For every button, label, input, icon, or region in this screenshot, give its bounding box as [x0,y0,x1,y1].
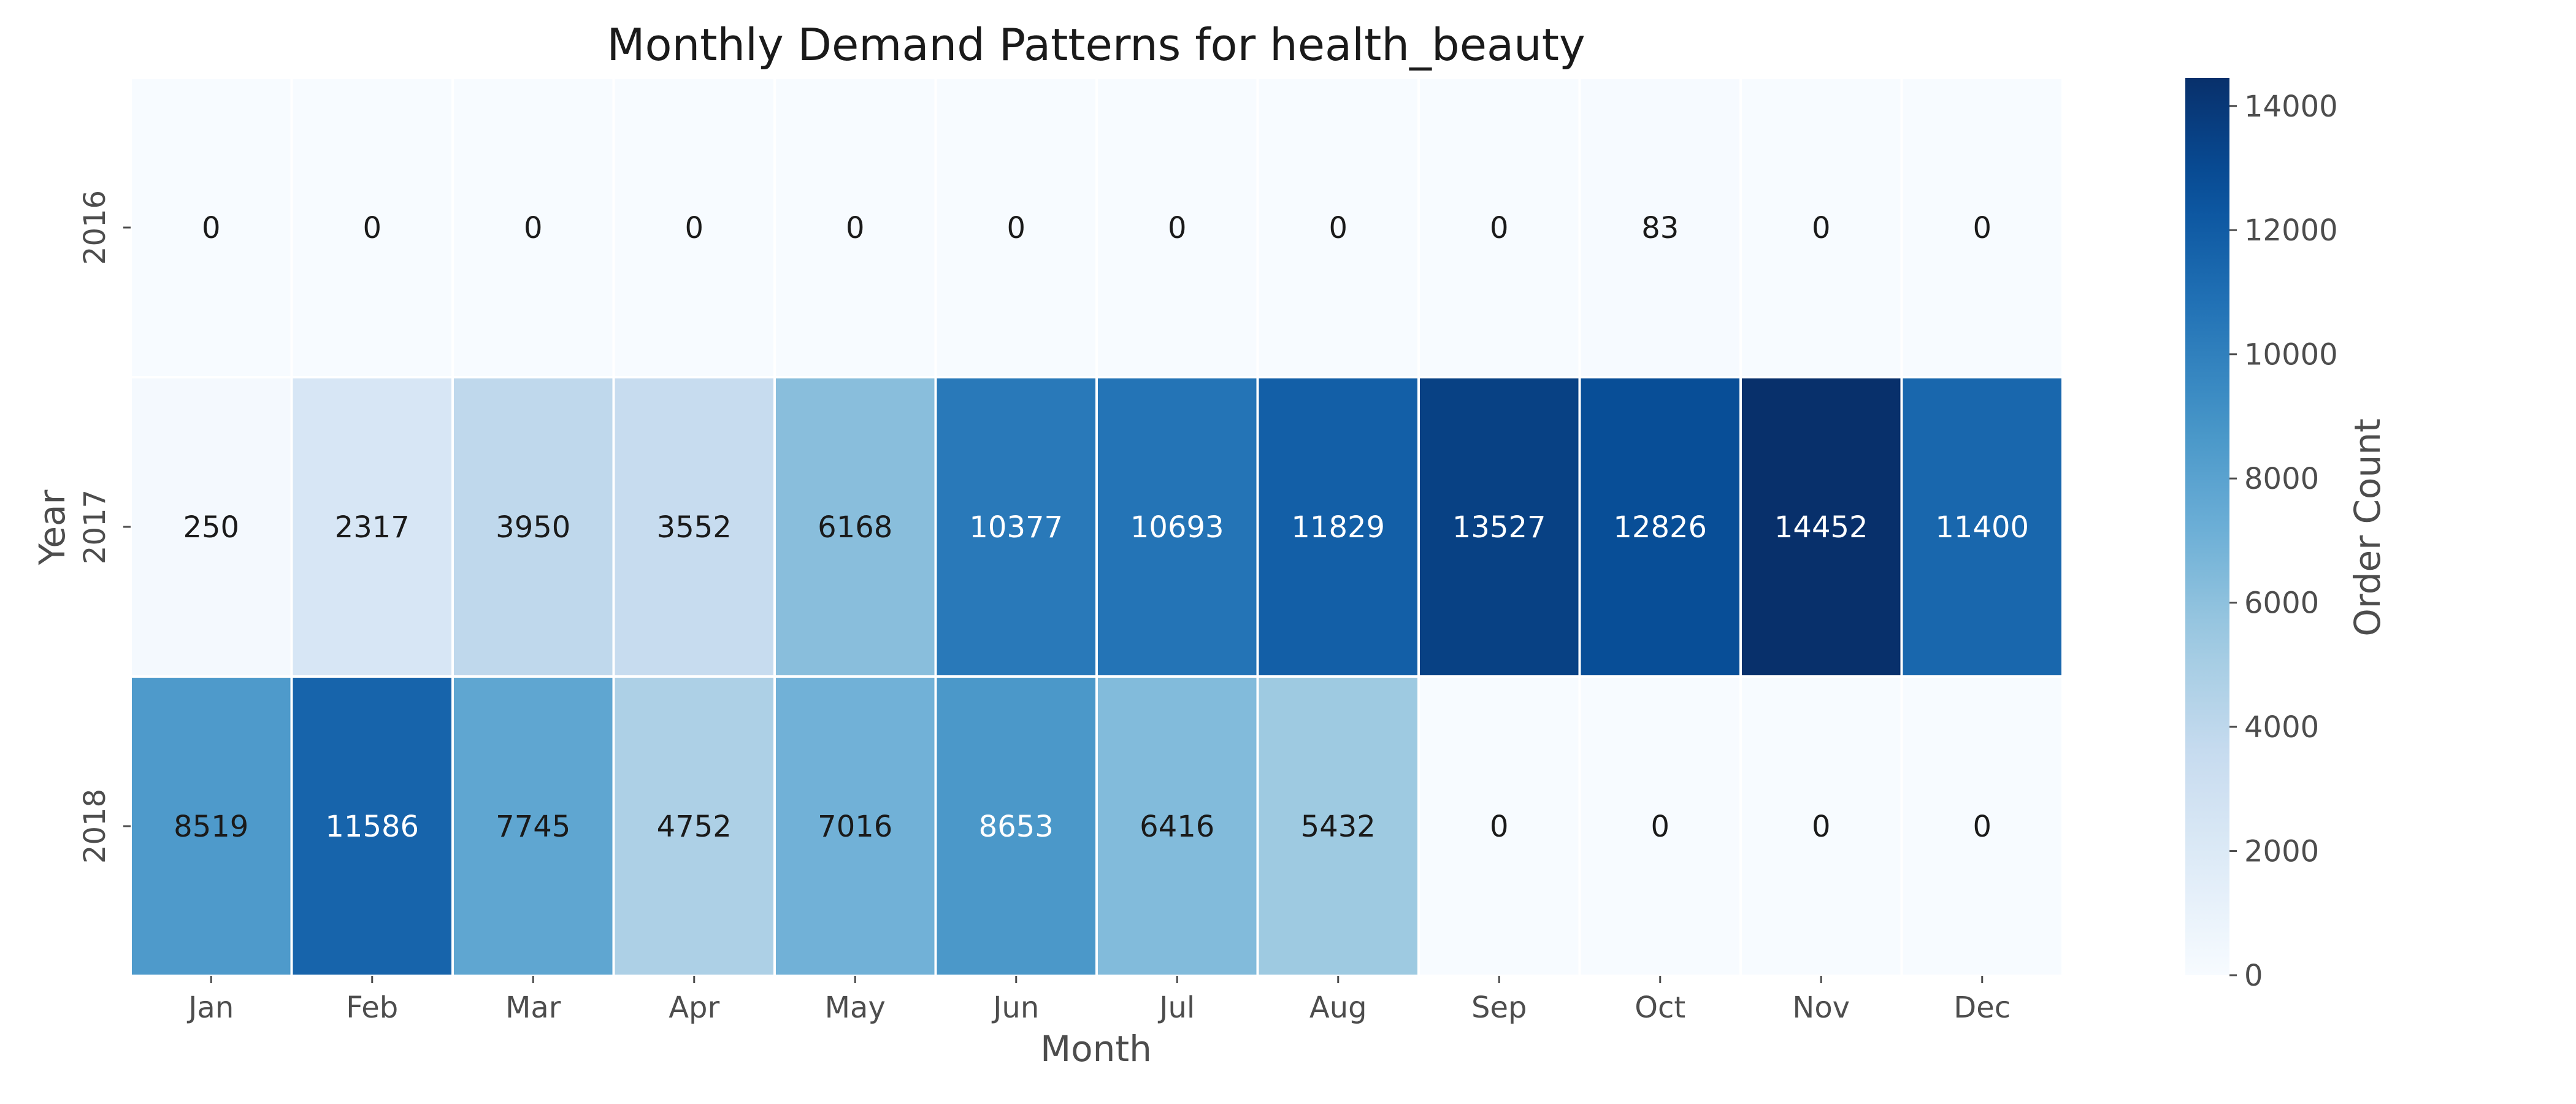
x-axis-ticks: Jan Feb Mar Apr May Jun Jul Aug Sep Oct Nov Dec [186,976,2011,1025]
x-tick-label: Mar [505,991,561,1025]
y-axis-ticks: 2016 2017 2018 [78,190,131,864]
colorbar-tick-label: 10000 [2244,338,2338,372]
x-tick-label: Oct [1635,991,1685,1025]
cell-value-label: 4752 [657,810,732,844]
cell-value-label: 13527 [1452,510,1546,545]
colorbar: 0 2000 4000 6000 8000 10000 12000 14000 Order C… [2185,78,2388,993]
colorbar-gradient [2185,78,2229,975]
heatmap-cell [1578,376,1742,678]
heatmap-cell [1095,376,1259,678]
x-tick-label: Dec [1953,991,2011,1025]
heatmap-cell [129,77,293,378]
heatmap-cell [1417,376,1581,678]
x-tick-label: Sep [1471,991,1527,1025]
cell-value-label: 10377 [969,510,1063,545]
cell-value-label: 0 [1328,211,1347,245]
y-axis-label: Year [31,489,73,565]
cell-value-label: 10693 [1130,510,1224,545]
cell-value-label: 0 [1490,211,1509,245]
heatmap-cell [773,675,937,977]
cell-value-label: 11586 [325,810,419,844]
cell-value-label: 250 [183,510,239,545]
cell-value-label: 6416 [1140,810,1214,844]
heatmap-cell [451,675,615,977]
cell-value-label: 0 [1972,211,1991,245]
cell-value-label: 5432 [1301,810,1376,844]
cell-value-label: 0 [524,211,543,245]
y-tick-label: 2016 [78,190,112,265]
cell-value-label: 83 [1641,211,1679,245]
cell-value-label: 0 [1006,211,1025,245]
x-tick-label: Nov [1792,991,1850,1025]
heatmap-cell [612,77,776,378]
x-tick-label: Jan [186,991,234,1025]
heatmap-cell [934,376,1098,678]
colorbar-tick-label: 8000 [2244,462,2319,496]
heatmap-cells: 0 0 0 0 0 0 0 0 0 83 0 0 250 2317 3950 3552 6168 10377 106… [129,77,2064,977]
heatmap-cell [129,376,293,678]
cell-value-label: 6168 [818,510,892,545]
x-tick-label: Feb [346,991,398,1025]
heatmap-cell [1739,376,1903,678]
x-tick-label: Aug [1309,991,1367,1025]
cell-value-label: 8653 [979,810,1054,844]
heatmap-cell [773,376,937,678]
x-tick-label: Jul [1157,991,1195,1025]
heatmap-cell [934,77,1098,378]
cell-value-label: 0 [846,211,865,245]
colorbar-tick-label: 6000 [2244,586,2319,621]
x-tick-label: Jun [991,991,1039,1025]
cell-value-label: 3950 [496,510,570,545]
colorbar-tick-label: 0 [2244,959,2263,993]
y-tick-label: 2017 [78,489,112,564]
chart-title: Monthly Demand Patterns for health_beaut… [607,19,1585,71]
cell-value-label: 0 [362,211,381,245]
x-tick-label: May [825,991,886,1025]
colorbar-ticks: 0 2000 4000 6000 8000 10000 12000 14000 [2229,90,2338,993]
cell-value-label: 0 [684,211,703,245]
colorbar-tick-label: 12000 [2244,213,2338,248]
heatmap-cell [1095,675,1259,977]
cell-value-label: 0 [1490,810,1509,844]
cell-value-label: 0 [1812,211,1831,245]
colorbar-tick-label: 2000 [2244,835,2319,869]
cell-value-label: 11829 [1291,510,1385,545]
cell-value-label: 3552 [657,510,732,545]
cell-value-label: 0 [1812,810,1831,844]
cell-value-label: 14452 [1774,510,1868,545]
heatmap-cell [1739,675,1903,977]
heatmap-cell [290,376,454,678]
heatmap-cell [612,376,776,678]
cell-value-label: 0 [1168,211,1187,245]
heatmap-cell [129,675,293,977]
x-tick-label: Apr [669,991,719,1025]
cell-value-label: 7745 [496,810,570,844]
heatmap-cell [1900,77,2064,378]
cell-value-label: 0 [1650,810,1669,844]
heatmap-cell [1256,77,1420,378]
x-axis-label: Month [1040,1028,1152,1070]
heatmap-cell [612,675,776,977]
cell-value-label: 0 [202,211,221,245]
cell-value-label: 2317 [335,510,410,545]
cell-value-label: 7016 [818,810,892,844]
heatmap-cell [451,77,615,378]
cell-value-label: 12826 [1613,510,1707,545]
cell-value-label: 11400 [1935,510,2029,545]
cell-value-label: 8519 [174,810,248,844]
heatmap-cell [1256,376,1420,678]
heatmap-cell [1578,77,1742,378]
y-tick-label: 2018 [78,789,112,864]
heatmap-cell [1900,376,2064,678]
heatmap-cell [773,77,937,378]
colorbar-label: Order Count [2347,418,2388,637]
heatmap-cell [290,77,454,378]
colorbar-tick-label: 14000 [2244,90,2338,124]
heatmap-cell [1900,675,2064,977]
colorbar-tick-label: 4000 [2244,710,2319,745]
cell-value-label: 0 [1972,810,1991,844]
